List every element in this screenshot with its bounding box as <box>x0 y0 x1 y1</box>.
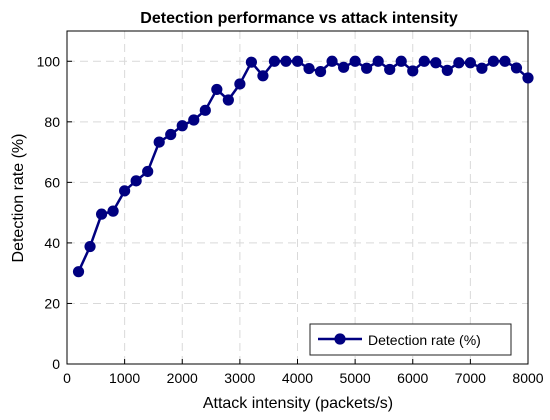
x-tick-label: 3000 <box>224 370 255 386</box>
data-point <box>280 55 292 67</box>
data-point <box>291 55 304 67</box>
grid <box>67 31 528 364</box>
data-point <box>314 65 327 78</box>
x-tick-label: 8000 <box>512 370 543 386</box>
data-point <box>165 128 177 141</box>
legend-marker-sample <box>334 333 346 345</box>
y-tick-label: 100 <box>37 53 61 69</box>
data-point <box>130 175 142 187</box>
y-tick-label: 40 <box>44 235 60 251</box>
data-point <box>510 62 523 74</box>
data-point <box>72 266 85 278</box>
data-point <box>95 208 108 220</box>
data-point <box>361 62 373 74</box>
data-point <box>338 61 350 73</box>
legend: Detection rate (%) <box>309 323 512 356</box>
series-line <box>77 60 529 273</box>
y-tick-label: 60 <box>44 174 60 190</box>
data-point <box>522 72 534 84</box>
data-point <box>142 165 154 178</box>
data-point <box>188 114 200 126</box>
data-point <box>268 55 281 67</box>
data-point <box>453 57 465 69</box>
data-point <box>430 57 442 69</box>
data-point <box>395 55 407 67</box>
data-point <box>222 94 234 106</box>
data-point <box>176 120 188 132</box>
x-tick-label: 4000 <box>282 370 313 386</box>
data-point <box>407 65 419 77</box>
y-tick-label: 20 <box>44 295 60 311</box>
x-tick-label: 6000 <box>397 370 428 386</box>
legend-label: Detection rate (%) <box>368 332 481 348</box>
x-tick-label: 5000 <box>340 370 371 386</box>
data-point <box>234 78 246 90</box>
data-point <box>464 57 476 69</box>
x-tick-label: 0 <box>63 370 71 386</box>
series-layer <box>72 55 534 278</box>
data-point <box>487 55 500 67</box>
data-point <box>245 56 257 68</box>
x-axis-label: Attack intensity (packets/s) <box>203 395 393 412</box>
data-point <box>418 55 430 67</box>
x-tick-label: 1000 <box>109 370 140 386</box>
y-tick-label: 80 <box>44 114 60 130</box>
x-tick-label: 2000 <box>167 370 198 386</box>
data-point <box>211 83 223 96</box>
chart-title: Detection performance vs attack intensit… <box>140 10 458 27</box>
data-point <box>372 55 384 67</box>
data-point <box>199 104 211 116</box>
data-point <box>384 63 396 76</box>
data-point <box>303 62 315 75</box>
y-tick-label: 0 <box>52 356 60 372</box>
axis-ticks: 0 1000 2000 3000 4000 5000 6000 7000 8000 0 20 40 60… <box>37 53 544 386</box>
data-point <box>349 55 361 67</box>
data-point <box>119 185 131 197</box>
data-point <box>499 55 511 67</box>
data-point <box>153 136 165 148</box>
data-point <box>326 55 338 67</box>
data-point <box>84 240 96 253</box>
data-point <box>476 62 488 74</box>
data-point <box>441 64 453 76</box>
data-point <box>107 205 119 217</box>
plot-area-border <box>66 30 529 365</box>
x-tick-label: 7000 <box>455 370 486 386</box>
y-axis-label: Detection rate (%) <box>10 134 27 263</box>
data-point <box>257 70 269 82</box>
